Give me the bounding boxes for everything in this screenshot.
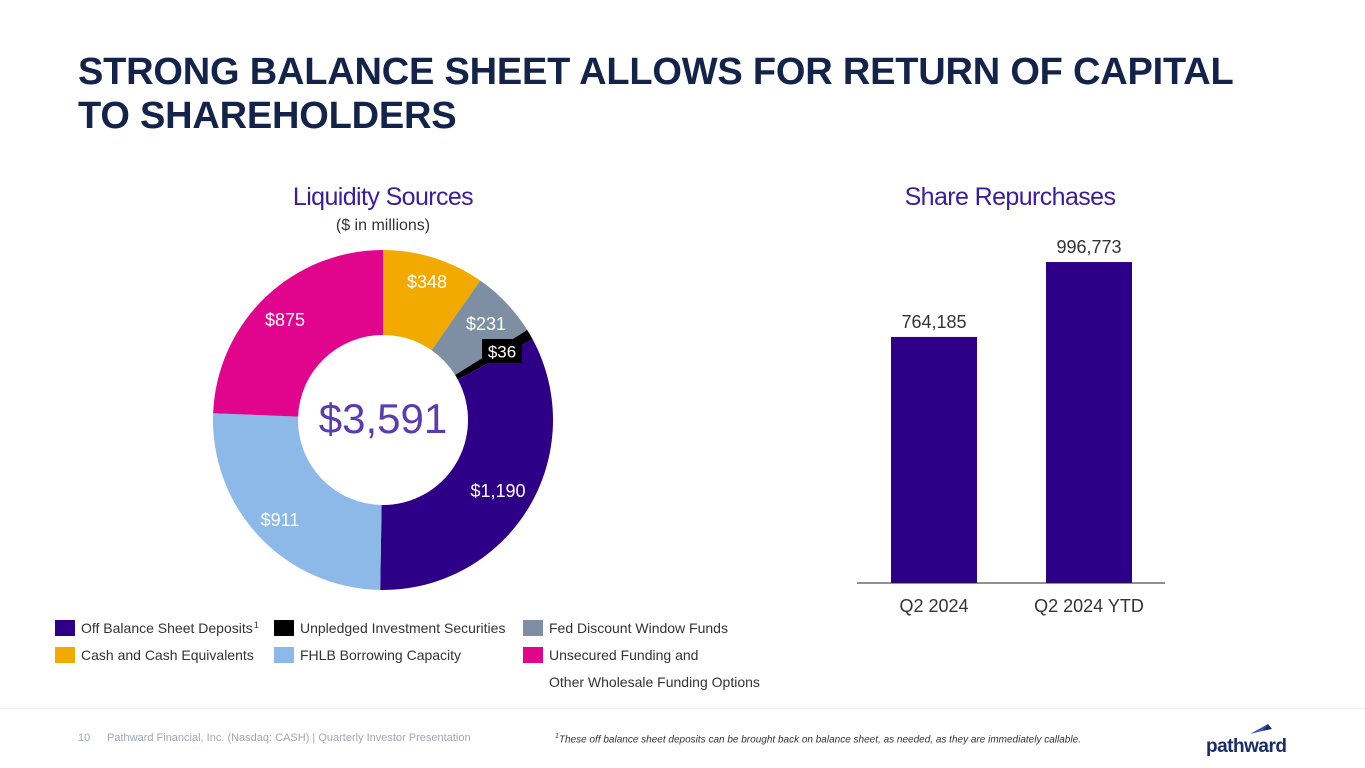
legend-swatch <box>274 620 294 636</box>
slide-title-line1: STRONG BALANCE SHEET ALLOWS FOR RETURN O… <box>78 51 1234 93</box>
slice-cash-and-cash-equivalents <box>383 250 481 351</box>
legend-swatch <box>55 647 75 663</box>
page-number: 10 <box>78 732 91 744</box>
legend-swatch <box>274 647 294 663</box>
slice-label-fhlb-borrowing-capacity: $911 <box>261 510 300 530</box>
liquidity-chart-title: Liquidity Sources <box>292 183 474 211</box>
footnote: 1These off balance sheet deposits can be… <box>555 733 1081 745</box>
legend-label: FHLB Borrowing Capacity <box>300 647 462 663</box>
slice-label-unpledged-investment-securities: $36 <box>488 342 516 361</box>
legend-item-cash: Cash and Cash Equivalents <box>55 647 254 665</box>
bar-q2-2024 <box>891 336 977 583</box>
legend-item-unsecured: Unsecured Funding and Other Wholesale Fu… <box>523 647 760 692</box>
slice-label-cash-and-cash-equivalents: $348 <box>407 272 447 292</box>
slice-off-balance-sheet-deposits <box>380 339 553 590</box>
slice-unsecured-funding-and-other-wholesale-funding-options <box>213 250 383 417</box>
bar-q2-2024-ytd <box>1046 262 1132 583</box>
x-tick-label: Q2 2024 YTD <box>1034 596 1144 616</box>
liquidity-chart-subtitle: ($ in millions) <box>335 217 431 234</box>
slide-title-line2: TO SHAREHOLDERS <box>78 95 457 137</box>
legend-swatch <box>55 620 75 636</box>
slice-fed-discount-window-funds <box>431 280 528 376</box>
footer-company-text: Pathward Financial, Inc. (Nasdaq: CASH) … <box>107 732 471 744</box>
repurchase-chart-title: Share Repurchases <box>904 183 1116 211</box>
legend-label: Cash and Cash Equivalents <box>81 647 254 663</box>
legend-swatch <box>523 647 543 663</box>
slice-label-bg <box>482 339 522 363</box>
legend-swatch <box>523 620 543 636</box>
footnote-marker: 1 <box>555 733 559 740</box>
legend-label-line2: Other Wholesale Funding Options <box>549 674 760 690</box>
legend-item-fhlb: FHLB Borrowing Capacity <box>274 647 461 665</box>
logo-text: pathward <box>1206 736 1287 757</box>
legend-label: Unsecured Funding and <box>549 647 699 663</box>
legend-item-unpledged: Unpledged Investment Securities <box>274 620 505 638</box>
footer-divider <box>0 708 1365 709</box>
bar-value-label: 764,185 <box>901 312 966 332</box>
logo-arrow-icon <box>1250 724 1272 734</box>
footnote-text: These off balance sheet deposits can be … <box>558 734 1081 746</box>
donut-center-total: $3,591 <box>319 395 447 442</box>
slice-label-unsecured-funding-and-other-wholesale-funding-options: $875 <box>265 310 305 330</box>
slide-title: STRONG BALANCE SHEET ALLOWS FOR RETURN O… <box>78 50 1298 138</box>
legend-label: Fed Discount Window Funds <box>549 620 728 636</box>
legend-item-off-balance: Off Balance Sheet Deposits1 <box>55 620 259 638</box>
slice-fhlb-borrowing-capacity <box>212 413 382 590</box>
slice-label-fed-discount-window-funds: $231 <box>466 314 506 334</box>
legend-label: Off Balance Sheet Deposits <box>81 620 253 636</box>
legend-item-fed-discount: Fed Discount Window Funds <box>523 620 728 638</box>
x-tick-label: Q2 2024 <box>899 596 968 616</box>
legend-label: Unpledged Investment Securities <box>300 620 506 636</box>
legend-footnote-marker: 1 <box>253 620 259 630</box>
slice-label-off-balance-sheet-deposits: $1,190 <box>470 481 525 501</box>
bar-value-label: 996,773 <box>1056 237 1121 257</box>
